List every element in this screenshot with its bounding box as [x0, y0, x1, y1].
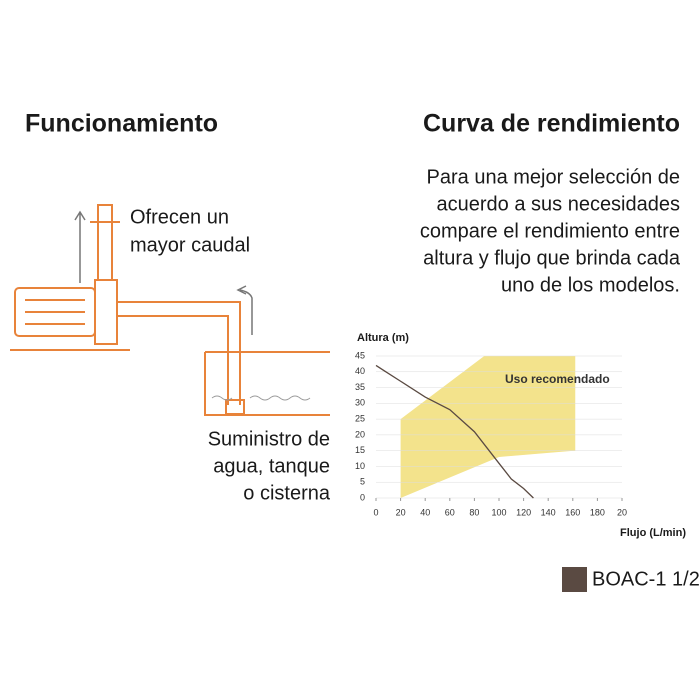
y-tick-label: 35 — [355, 382, 365, 392]
y-tick-label: 20 — [355, 429, 365, 439]
callout-text: Suministro de — [208, 428, 330, 450]
x-tick-label: 80 — [469, 507, 479, 517]
left-title: Funcionamiento — [25, 110, 218, 138]
x-axis-label: Flujo (L/min) — [620, 527, 686, 539]
description-line: Para una mejor selección de — [427, 166, 680, 188]
series-line — [375, 364, 534, 499]
y-tick-label: 30 — [355, 398, 365, 408]
y-tick-label: 40 — [355, 366, 365, 376]
description-line: compare el rendimiento entre — [420, 220, 680, 242]
x-tick-label: 160 — [565, 507, 580, 517]
y-tick-label: 45 — [355, 350, 365, 360]
x-tick-label: 20 — [396, 507, 406, 517]
recommended-area — [400, 356, 576, 498]
y-tick-label: 10 — [355, 461, 365, 471]
y-axis-label: Altura (m) — [357, 332, 409, 344]
description-line: altura y flujo que brinda cada — [423, 247, 681, 269]
x-tick-label: 140 — [541, 507, 556, 517]
y-tick-label: 25 — [355, 413, 365, 423]
callout-text: o cisterna — [243, 482, 331, 504]
legend-label: BOAC-1 1/2 — [592, 568, 700, 590]
x-tick-label: 40 — [420, 507, 430, 517]
pump-diagram — [10, 204, 330, 416]
area-label: Uso recomendado — [505, 372, 610, 386]
x-tick-label: 60 — [445, 507, 455, 517]
y-tick-label: 5 — [360, 477, 365, 487]
callout-text: agua, tanque — [213, 455, 330, 477]
x-tick-label: 100 — [491, 507, 506, 517]
chart: Uso recomendado 0 5 10 15 20 25 30 35 40 45 0 20 40 60… — [355, 332, 686, 539]
y-tick-label: 15 — [355, 445, 365, 455]
callout-text: Ofrecen un — [130, 206, 229, 228]
x-tick-label: 0 — [373, 507, 378, 517]
description-line: uno de los modelos. — [501, 274, 680, 296]
right-title: Curva de rendimiento — [423, 110, 680, 138]
x-tick-label: 120 — [516, 507, 531, 517]
y-tick-label: 0 — [360, 492, 365, 502]
callout-text: mayor caudal — [130, 234, 250, 256]
legend-swatch — [562, 567, 587, 592]
description-line: acuerdo a sus necesidades — [437, 193, 681, 215]
x-tick-label: 180 — [590, 507, 605, 517]
x-tick-label: 20 — [617, 507, 627, 517]
